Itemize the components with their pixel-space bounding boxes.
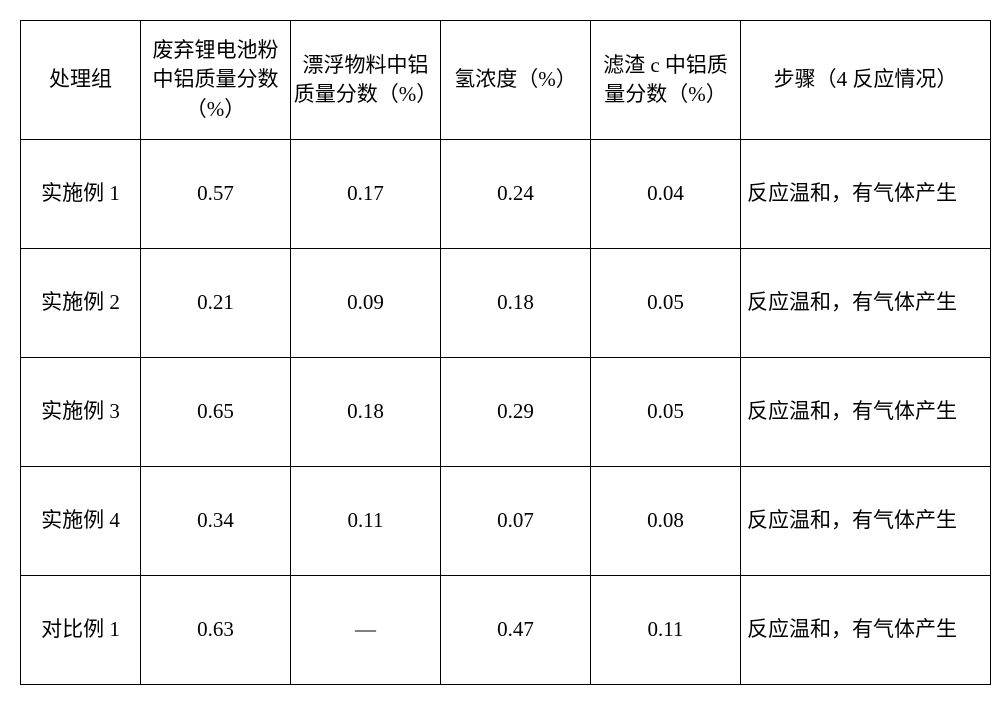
col-header-step4: 步骤（4 反应情况）	[741, 21, 991, 140]
cell-reaction: 反应温和，有气体产生	[741, 140, 991, 249]
table-row: 实施例 2 0.21 0.09 0.18 0.05 反应温和，有气体产生	[21, 249, 991, 358]
table-row: 实施例 4 0.34 0.11 0.07 0.08 反应温和，有气体产生	[21, 467, 991, 576]
cell-value: 0.34	[141, 467, 291, 576]
cell-value: —	[291, 576, 441, 685]
table-row: 对比例 1 0.63 — 0.47 0.11 反应温和，有气体产生	[21, 576, 991, 685]
cell-value: 0.08	[591, 467, 741, 576]
cell-label: 实施例 1	[21, 140, 141, 249]
cell-label: 对比例 1	[21, 576, 141, 685]
cell-reaction: 反应温和，有气体产生	[741, 467, 991, 576]
table-row: 实施例 1 0.57 0.17 0.24 0.04 反应温和，有气体产生	[21, 140, 991, 249]
col-header-group: 处理组	[21, 21, 141, 140]
cell-value: 0.04	[591, 140, 741, 249]
cell-value: 0.18	[441, 249, 591, 358]
cell-value: 0.29	[441, 358, 591, 467]
cell-reaction: 反应温和，有气体产生	[741, 249, 991, 358]
cell-reaction: 反应温和，有气体产生	[741, 358, 991, 467]
cell-value: 0.11	[591, 576, 741, 685]
col-header-al-float: 漂浮物料中铝质量分数（%）	[291, 21, 441, 140]
col-header-h2-conc: 氢浓度（%）	[441, 21, 591, 140]
cell-value: 0.05	[591, 358, 741, 467]
table-row: 实施例 3 0.65 0.18 0.29 0.05 反应温和，有气体产生	[21, 358, 991, 467]
cell-value: 0.24	[441, 140, 591, 249]
cell-value: 0.21	[141, 249, 291, 358]
table-header-row: 处理组 废弃锂电池粉中铝质量分数（%） 漂浮物料中铝质量分数（%） 氢浓度（%）…	[21, 21, 991, 140]
cell-value: 0.11	[291, 467, 441, 576]
col-header-al-powder: 废弃锂电池粉中铝质量分数（%）	[141, 21, 291, 140]
cell-value: 0.57	[141, 140, 291, 249]
cell-label: 实施例 4	[21, 467, 141, 576]
cell-value: 0.63	[141, 576, 291, 685]
cell-value: 0.47	[441, 576, 591, 685]
cell-value: 0.09	[291, 249, 441, 358]
cell-value: 0.65	[141, 358, 291, 467]
cell-value: 0.05	[591, 249, 741, 358]
cell-value: 0.17	[291, 140, 441, 249]
data-table: 处理组 废弃锂电池粉中铝质量分数（%） 漂浮物料中铝质量分数（%） 氢浓度（%）…	[20, 20, 991, 685]
cell-value: 0.18	[291, 358, 441, 467]
cell-value: 0.07	[441, 467, 591, 576]
cell-reaction: 反应温和，有气体产生	[741, 576, 991, 685]
cell-label: 实施例 3	[21, 358, 141, 467]
cell-label: 实施例 2	[21, 249, 141, 358]
col-header-al-residue: 滤渣 c 中铝质量分数（%）	[591, 21, 741, 140]
